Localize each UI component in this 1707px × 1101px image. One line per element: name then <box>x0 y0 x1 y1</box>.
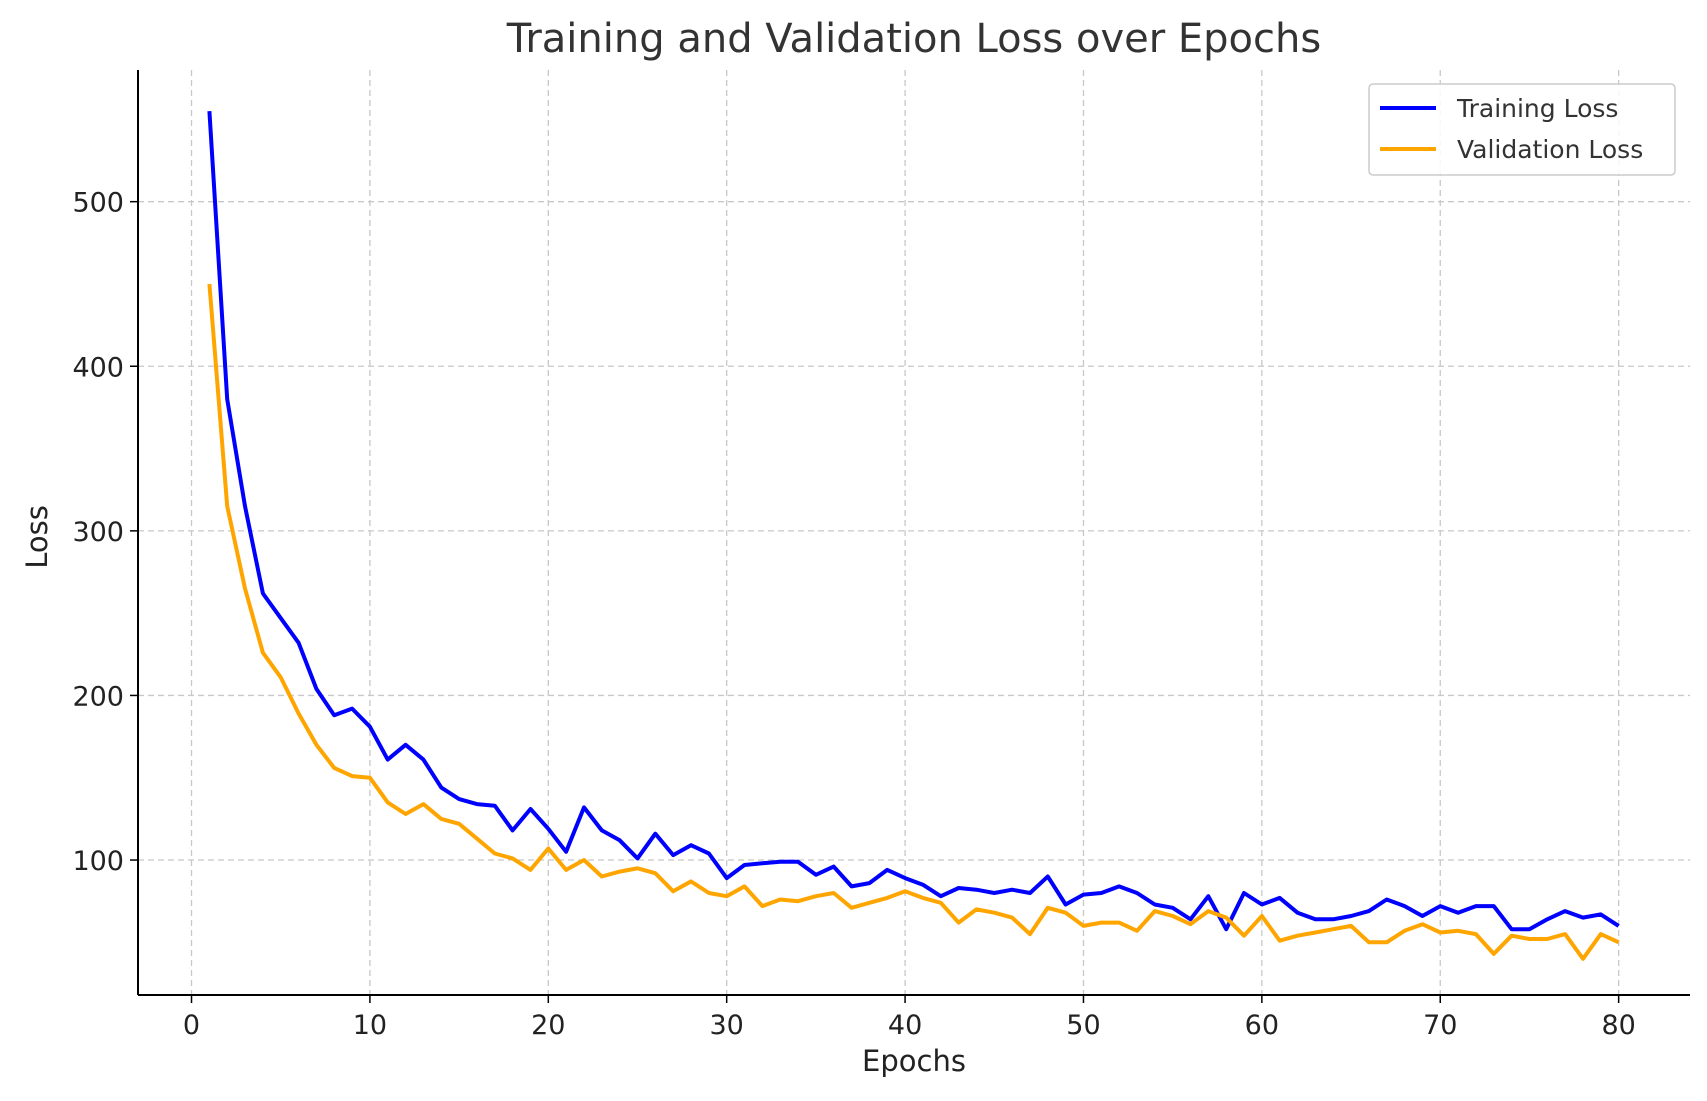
axes <box>137 70 1690 996</box>
y-tick-label-200: 200 <box>72 681 124 712</box>
x-ticks: 0 10 20 30 40 50 60 70 80 <box>183 995 1636 1041</box>
y-ticks: 100 200 300 400 500 <box>72 188 138 877</box>
grid-lines <box>138 70 1690 995</box>
y-tick-label-300: 300 <box>72 517 124 548</box>
x-tick-label-20: 20 <box>531 1010 565 1041</box>
x-tick-label-10: 10 <box>353 1010 387 1041</box>
x-tick-label-80: 80 <box>1601 1010 1635 1041</box>
x-tick-label-30: 30 <box>710 1010 744 1041</box>
y-tick-label-500: 500 <box>72 188 124 219</box>
y-tick-label-100: 100 <box>72 846 124 877</box>
legend-label-training: Training Loss <box>1456 94 1618 123</box>
x-tick-label-40: 40 <box>888 1010 922 1041</box>
legend-label-validation: Validation Loss <box>1457 135 1643 164</box>
y-tick-label-400: 400 <box>72 352 124 383</box>
series-lines <box>207 110 1620 961</box>
x-tick-label-70: 70 <box>1423 1010 1457 1041</box>
series-line-training-loss <box>207 110 1620 932</box>
legend: Training Loss Validation Loss <box>1368 83 1676 176</box>
x-tick-label-50: 50 <box>1066 1010 1100 1041</box>
x-tick-label-0: 0 <box>183 1010 200 1041</box>
x-axis-label: Epochs <box>862 1044 966 1078</box>
x-tick-label-60: 60 <box>1245 1010 1279 1041</box>
chart-title: Training and Validation Loss over Epochs <box>506 16 1321 62</box>
legend-box <box>1368 83 1676 176</box>
y-axis-label: Loss <box>20 505 54 569</box>
series-line-validation-loss <box>207 283 1620 961</box>
